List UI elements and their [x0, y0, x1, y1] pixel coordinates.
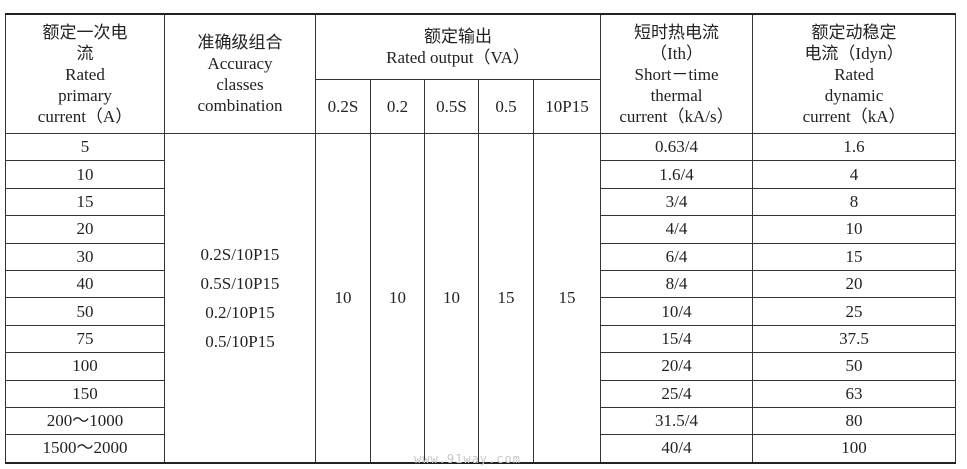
header-text: current（A）: [37, 106, 133, 126]
table-row: 200～1000 31.5/4 80: [5, 406, 957, 436]
cell-short-time-thermal: 10/4: [600, 297, 754, 326]
cell-short-time-thermal: 15/4: [600, 324, 754, 354]
cell-rated-primary-current: 1500～2000: [5, 434, 165, 464]
cell-rated-primary-current: 100: [5, 352, 165, 381]
accuracy-combination: 0.5/10P15: [205, 331, 275, 351]
header-text: 准确级组合: [197, 33, 283, 52]
header-text: dynamic: [824, 85, 884, 105]
header-text: Rated: [834, 64, 874, 84]
cell-rated-dynamic: 4: [752, 160, 957, 189]
header-output-0-5: 0.5: [478, 79, 534, 134]
header-short-time-thermal: 短时热电流 （Ith） Short－time thermal current（k…: [600, 13, 754, 134]
cell-short-time-thermal: 0.63/4: [600, 132, 754, 162]
cell-rated-dynamic: 15: [752, 242, 957, 271]
header-text: 额定动稳定: [811, 22, 897, 42]
cell-rated-output: 10: [370, 132, 425, 464]
header-output-0-2s: 0.2S: [315, 79, 371, 134]
header-accuracy-classes: 准确级组合 Accuracy classes combination: [164, 13, 316, 134]
accuracy-combination: 0.2/10P15: [205, 302, 275, 322]
cell-rated-output: 15: [478, 132, 534, 464]
cell-rated-output: 15: [532, 132, 602, 464]
table-row: 75 15/4 37.5: [5, 324, 957, 354]
cell-rated-dynamic: 50: [752, 352, 957, 381]
cell-rated-dynamic: 25: [752, 297, 957, 326]
cell-short-time-thermal: 3/4: [600, 187, 754, 217]
header-text: current（kA/s）: [619, 106, 734, 126]
header-text: primary: [58, 85, 112, 105]
header-text: Accuracy: [207, 54, 273, 73]
header-output-10p15: 10P15: [532, 79, 602, 134]
header-text: classes: [216, 75, 264, 94]
cell-rated-primary-current: 50: [5, 297, 165, 326]
header-rated-output: 额定输出 Rated output（VA）: [314, 13, 602, 80]
table-row: 20 4/4 10: [5, 215, 957, 244]
cell-rated-primary-current: 75: [5, 324, 165, 354]
header-text: current（kA）: [802, 106, 906, 126]
cell-short-time-thermal: 31.5/4: [600, 406, 754, 436]
header-text: 额定输出: [424, 27, 493, 46]
header-text: Rated output（VA）: [386, 48, 530, 67]
header-text: 流: [76, 43, 94, 63]
cell-rated-dynamic: 20: [752, 269, 957, 299]
cell-accuracy-combinations: 0.2S/10P15 0.5S/10P15 0.2/10P15 0.5/10P15: [164, 132, 316, 464]
cell-rated-primary-current: 150: [5, 379, 165, 408]
cell-rated-dynamic: 1.6: [752, 132, 957, 162]
cell-rated-dynamic: 80: [752, 406, 957, 436]
table-row: 50 10/4 25: [5, 297, 957, 326]
cell-rated-primary-current: 30: [5, 242, 165, 271]
cell-rated-dynamic: 37.5: [752, 324, 957, 354]
cell-rated-dynamic: 8: [752, 187, 957, 217]
cell-short-time-thermal: 1.6/4: [600, 160, 754, 189]
cell-rated-primary-current: 20: [5, 215, 165, 244]
header-text: Short－time: [634, 64, 719, 84]
cell-short-time-thermal: 6/4: [600, 242, 754, 271]
accuracy-combination: 0.2S/10P15: [200, 244, 280, 264]
cell-rated-primary-current: 10: [5, 160, 165, 189]
accuracy-combination: 0.5S/10P15: [200, 273, 280, 293]
header-output-0-2: 0.2: [370, 79, 425, 134]
table-row: 1500～2000 40/4 100: [5, 434, 957, 464]
cell-rated-output: 10: [315, 132, 371, 464]
cell-rated-dynamic: 63: [752, 379, 957, 408]
header-text: 短时热电流: [634, 22, 720, 42]
cell-short-time-thermal: 8/4: [600, 269, 754, 299]
cell-rated-dynamic: 10: [752, 215, 957, 244]
header-text: combination: [197, 96, 283, 115]
header-text: thermal: [650, 85, 703, 105]
table-row: 30 6/4 15: [5, 242, 957, 271]
header-rated-primary-current: 额定一次电 流 Rated primary current（A）: [5, 13, 165, 134]
header-text: 额定一次电: [42, 22, 128, 42]
cell-rated-dynamic: 100: [752, 434, 957, 464]
header-text: Rated: [65, 64, 105, 84]
cell-rated-primary-current: 15: [5, 187, 165, 217]
cell-rated-output: 10: [424, 132, 479, 464]
table-row: 100 20/4 50: [5, 352, 957, 381]
ratings-table: 额定一次电 流 Rated primary current（A） 准确级组合 A…: [5, 13, 957, 464]
cell-rated-primary-current: 40: [5, 269, 165, 299]
cell-short-time-thermal: 20/4: [600, 352, 754, 381]
cell-rated-primary-current: 5: [5, 132, 165, 162]
header-text: 电流（Idyn）: [804, 43, 904, 63]
header-text: （Ith）: [650, 43, 703, 63]
cell-rated-primary-current: 200～1000: [5, 406, 165, 436]
header-output-0-5s: 0.5S: [424, 79, 479, 134]
watermark: www.91way.com: [414, 452, 521, 466]
header-rated-dynamic: 额定动稳定 电流（Idyn） Rated dynamic current（kA）: [752, 13, 957, 134]
cell-short-time-thermal: 40/4: [600, 434, 754, 464]
table-row: 5 0.2S/10P15 0.5S/10P15 0.2/10P15 0.5/10P15 1…: [5, 132, 957, 464]
cell-short-time-thermal: 4/4: [600, 215, 754, 244]
table-row: 10 1.6/4 4: [5, 160, 957, 189]
cell-short-time-thermal: 25/4: [600, 379, 754, 408]
